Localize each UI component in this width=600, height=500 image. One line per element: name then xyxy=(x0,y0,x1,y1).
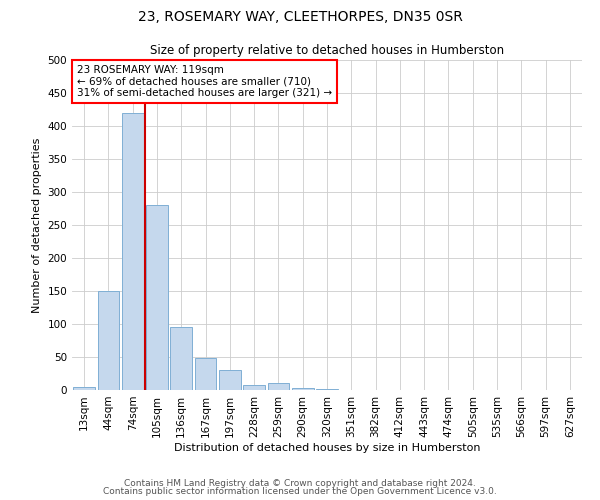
Bar xyxy=(243,384,265,390)
Bar xyxy=(268,384,289,390)
Bar xyxy=(146,205,168,390)
Text: 23 ROSEMARY WAY: 119sqm
← 69% of detached houses are smaller (710)
31% of semi-d: 23 ROSEMARY WAY: 119sqm ← 69% of detache… xyxy=(77,65,332,98)
Text: Contains HM Land Registry data © Crown copyright and database right 2024.: Contains HM Land Registry data © Crown c… xyxy=(124,478,476,488)
Title: Size of property relative to detached houses in Humberston: Size of property relative to detached ho… xyxy=(150,44,504,58)
X-axis label: Distribution of detached houses by size in Humberston: Distribution of detached houses by size … xyxy=(174,442,480,452)
Bar xyxy=(194,358,217,390)
Bar xyxy=(170,328,192,390)
Text: 23, ROSEMARY WAY, CLEETHORPES, DN35 0SR: 23, ROSEMARY WAY, CLEETHORPES, DN35 0SR xyxy=(137,10,463,24)
Text: Contains public sector information licensed under the Open Government Licence v3: Contains public sector information licen… xyxy=(103,487,497,496)
Bar xyxy=(122,113,143,390)
Bar xyxy=(73,386,95,390)
Bar xyxy=(292,388,314,390)
Bar xyxy=(97,291,119,390)
Bar xyxy=(219,370,241,390)
Y-axis label: Number of detached properties: Number of detached properties xyxy=(32,138,42,312)
